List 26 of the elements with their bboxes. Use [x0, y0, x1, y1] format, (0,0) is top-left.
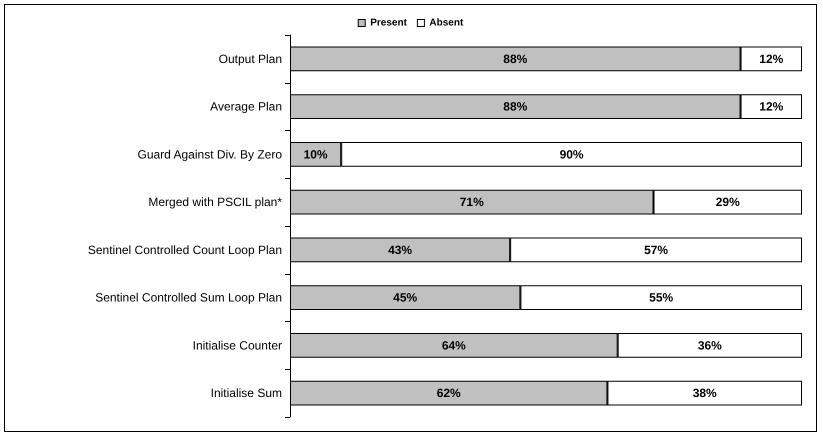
data-label: 55%	[649, 290, 674, 305]
y-tick-label: Initialise Counter	[192, 338, 282, 352]
data-label: 38%	[692, 386, 718, 400]
data-label: 64%	[442, 338, 466, 352]
data-label: 10%	[304, 147, 328, 162]
y-tick-label: Average Plan	[210, 100, 282, 114]
data-label: 88%	[503, 52, 528, 66]
data-label: 71%	[460, 195, 484, 210]
y-tick-label: Guard Against Div. By Zero	[137, 147, 282, 162]
data-label: 88%	[503, 100, 528, 114]
data-label: 29%	[716, 195, 740, 210]
legend-label: Present	[370, 18, 408, 28]
data-label: 12%	[759, 100, 784, 114]
data-label: 36%	[698, 338, 722, 352]
data-label: 12%	[759, 52, 784, 66]
y-tick-label: Sentinel Controlled Sum Loop Plan	[95, 290, 282, 305]
y-tick-label: Output Plan	[218, 52, 282, 66]
data-label: 57%	[644, 242, 668, 257]
legend-label: Absent	[429, 18, 464, 28]
data-label: 90%	[560, 147, 584, 162]
data-label: 43%	[388, 242, 412, 257]
data-label: 62%	[436, 386, 462, 400]
y-tick-label: Initialise Sum	[210, 386, 282, 400]
y-tick-label: Sentinel Controlled Count Loop Plan	[88, 242, 282, 257]
y-tick-label: Merged with PSCIL plan*	[148, 195, 282, 210]
data-label: 45%	[393, 290, 418, 305]
